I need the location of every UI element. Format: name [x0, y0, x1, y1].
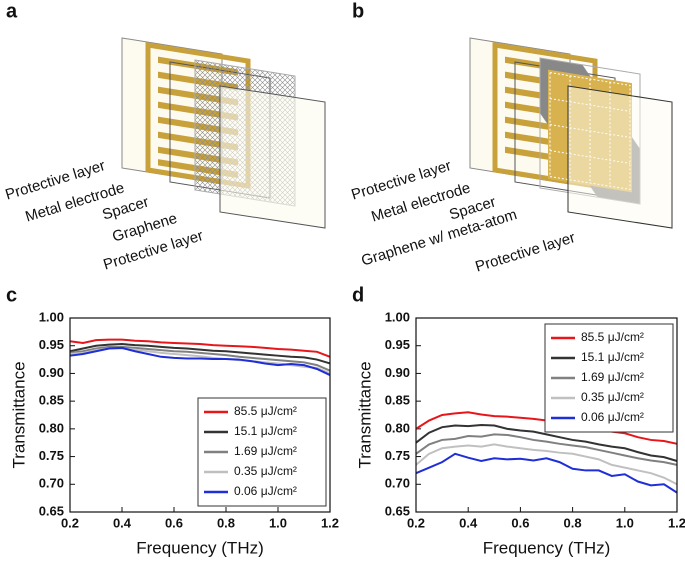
y-tick-label: 0.85 [385, 393, 410, 408]
legend-label: 15.1 μJ/cm² [234, 424, 297, 438]
y-tick-label: 0.90 [39, 365, 64, 380]
legend-label: 1.69 μJ/cm² [581, 370, 644, 384]
plot-frame [415, 317, 678, 513]
y-tick-label: 0.80 [385, 420, 410, 435]
x-tick-label: 1.2 [321, 515, 339, 530]
x-tick-label: 0.8 [564, 515, 582, 530]
y-tick-label: 0.65 [39, 503, 64, 518]
series-line [69, 345, 331, 372]
legend-label: 85.5 μJ/cm² [581, 330, 644, 344]
series-line [69, 343, 331, 365]
x-axis-label: Frequency (THz) [483, 538, 611, 557]
x-tick-label: 0.2 [61, 515, 79, 530]
y-tick-label: 0.95 [39, 337, 64, 352]
legend-label: 15.1 μJ/cm² [581, 350, 644, 364]
y-tick-label: 0.90 [385, 365, 410, 380]
series-line [69, 346, 331, 376]
series-line [415, 433, 678, 466]
x-tick-label: 0.2 [407, 515, 425, 530]
panel-label: d [352, 284, 364, 306]
series-line [415, 443, 678, 486]
legend-label: 85.5 μJ/cm² [234, 404, 297, 418]
y-tick-label: 1.00 [385, 309, 410, 324]
y-tick-label: 0.85 [39, 393, 64, 408]
y-tick-label: 0.65 [385, 503, 410, 518]
sheet [567, 85, 673, 229]
y-tick-label: 0.95 [385, 337, 410, 352]
panel-label: b [352, 0, 364, 22]
series-line [415, 452, 678, 494]
plot-frame [69, 317, 331, 513]
y-tick-label: 0.75 [39, 448, 64, 463]
legend-label: 0.35 μJ/cm² [581, 390, 644, 404]
layer-label: Protective layer [473, 229, 577, 275]
y-tick-label: 0.80 [39, 420, 64, 435]
x-tick-label: 1.0 [269, 515, 287, 530]
x-tick-label: 0.4 [459, 515, 478, 530]
sheet [219, 85, 326, 229]
legend-label: 0.06 μJ/cm² [581, 410, 644, 424]
series-line [69, 338, 331, 358]
legend-label: 0.35 μJ/cm² [234, 464, 297, 478]
x-tick-label: 0.6 [165, 515, 183, 530]
diagram-b [470, 38, 672, 228]
legend-label: 1.69 μJ/cm² [234, 444, 297, 458]
y-axis-label: Transmittance [355, 361, 374, 468]
x-axis-label: Frequency (THz) [136, 538, 264, 557]
diagram-a [122, 38, 325, 228]
panel-label: c [6, 284, 17, 306]
series-line [415, 423, 678, 462]
panel-label: a [6, 0, 18, 22]
x-tick-label: 0.4 [113, 515, 132, 530]
y-axis-label: Transmittance [9, 361, 28, 468]
x-tick-label: 1.0 [616, 515, 634, 530]
y-tick-label: 0.75 [385, 448, 410, 463]
y-tick-label: 0.70 [39, 476, 64, 491]
x-tick-label: 0.8 [217, 515, 235, 530]
y-tick-label: 1.00 [39, 309, 64, 324]
y-tick-label: 0.70 [385, 476, 410, 491]
x-tick-label: 0.6 [511, 515, 529, 530]
x-tick-label: 1.2 [668, 515, 685, 530]
legend-label: 0.06 μJ/cm² [234, 484, 297, 498]
